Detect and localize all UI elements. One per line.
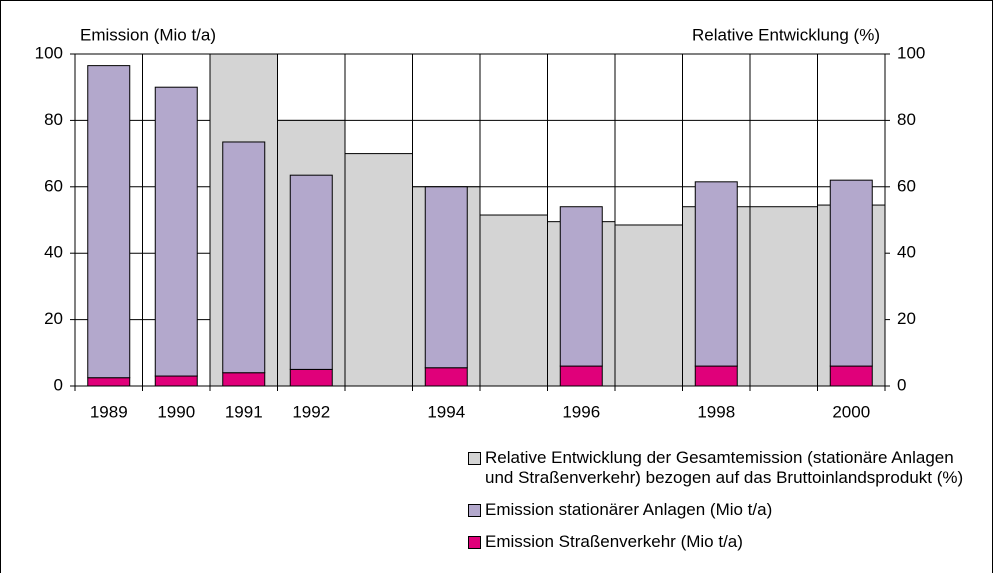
y2-tick-label: 60 [897, 176, 916, 195]
legend-item: Emission Straßenverkehr (Mio t/a) [468, 532, 983, 552]
bar [154, 375, 198, 387]
relative-bar [749, 206, 818, 387]
legend-item: Relative Entwicklung der Gesamtemission … [468, 448, 983, 488]
relative-bar [614, 224, 683, 387]
bar [829, 179, 873, 367]
legend-label: Emission Straßenverkehr (Mio t/a) [485, 532, 743, 551]
legend: Relative Entwicklung der Gesamtemission … [468, 448, 983, 564]
x-tick-label: 1990 [157, 402, 195, 421]
y-tick-label: 0 [54, 375, 63, 394]
y2-tick-label: 100 [897, 43, 925, 62]
y-tick-label: 100 [35, 43, 63, 62]
y-tick-label: 80 [44, 110, 63, 129]
x-tick-label: 1998 [697, 402, 735, 421]
y2-tick-label: 80 [897, 110, 916, 129]
bar [289, 174, 333, 370]
legend-swatch [468, 504, 481, 517]
x-tick-label: 1989 [90, 402, 128, 421]
y-tick-label: 60 [44, 176, 63, 195]
y-tick-label: 40 [44, 243, 63, 262]
legend-label: Emission stationärer Anlagen (Mio t/a) [485, 500, 773, 519]
bar [289, 368, 333, 387]
bar [154, 86, 198, 377]
bar [87, 65, 131, 379]
y2-tick-label: 40 [897, 243, 916, 262]
bar [694, 365, 738, 387]
legend-item: Emission stationärer Anlagen (Mio t/a) [468, 500, 983, 520]
legend-label: Relative Entwicklung der Gesamtemission … [485, 448, 964, 487]
y2-tick-label: 20 [897, 309, 916, 328]
bar [424, 367, 468, 387]
relative-bar [479, 214, 548, 387]
bar [559, 206, 603, 367]
x-tick-label: 1991 [225, 402, 263, 421]
relative-bar [344, 153, 413, 387]
x-tick-label: 1992 [292, 402, 330, 421]
x-tick-label: 1996 [562, 402, 600, 421]
legend-swatch [468, 536, 481, 549]
bar [222, 372, 266, 387]
y2-tick-label: 0 [897, 375, 906, 394]
bar [222, 141, 266, 374]
bar [829, 365, 873, 387]
y-tick-label: 20 [44, 309, 63, 328]
legend-swatch [468, 452, 481, 465]
bar [694, 181, 738, 367]
bar [424, 186, 468, 369]
x-tick-label: 2000 [832, 402, 870, 421]
y-axis-title: Emission (Mio t/a) [80, 25, 216, 44]
x-tick-label: 1994 [427, 402, 465, 421]
bar [87, 377, 131, 387]
y2-axis-title: Relative Entwicklung (%) [692, 25, 880, 44]
bar [559, 365, 603, 387]
